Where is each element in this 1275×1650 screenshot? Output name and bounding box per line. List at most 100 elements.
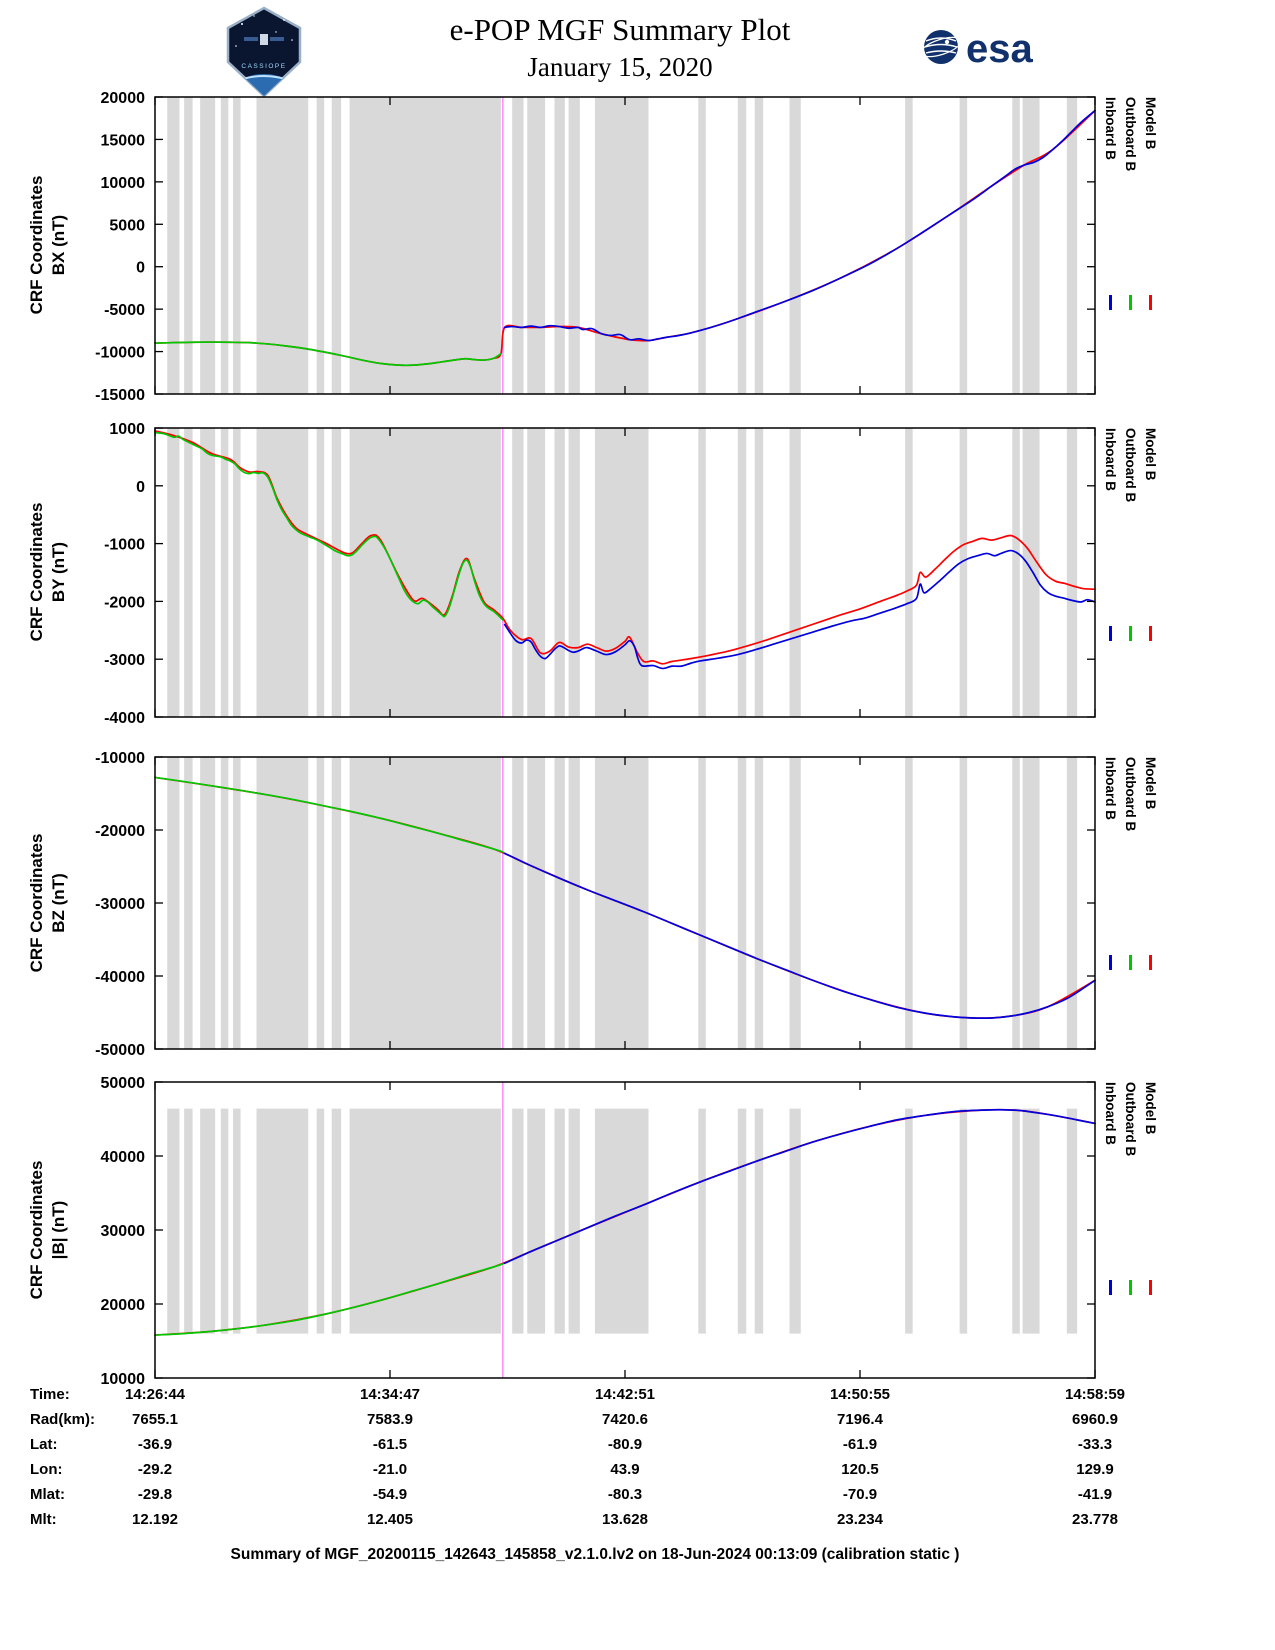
y-tick-label: -4000 xyxy=(104,710,145,727)
gap-band xyxy=(184,428,193,717)
panel-bz: CRF Coordinates BZ (nT) -10000 -20000 -300… xyxy=(0,743,1275,1063)
gap-band xyxy=(512,97,524,394)
gap-band xyxy=(512,1108,524,1334)
page-title: e-POP MGF Summary Plot January 15, 2020 xyxy=(320,12,920,83)
y-tick-label: -1000 xyxy=(104,537,145,554)
gap-band xyxy=(527,97,546,394)
table-cell: 12.192 xyxy=(132,1511,178,1528)
gap-band xyxy=(1012,1108,1020,1334)
gap-band xyxy=(754,1108,764,1334)
summary-caption: Summary of MGF_20200115_142643_145858_v2… xyxy=(230,1546,960,1563)
gap-band xyxy=(789,97,801,394)
gap-band xyxy=(200,757,216,1049)
table-cell: -29.2 xyxy=(137,1461,173,1478)
title-line2: January 15, 2020 xyxy=(527,52,713,82)
gap-band xyxy=(316,428,325,717)
table-row-label: Mlt: xyxy=(30,1511,57,1528)
gap-band xyxy=(1066,1108,1078,1334)
legend-item-model: Model B xyxy=(1143,757,1158,970)
gap-band xyxy=(594,428,649,717)
gap-band xyxy=(1022,1108,1040,1334)
table-cell: -21.0 xyxy=(372,1461,408,1478)
table-cell: 6960.9 xyxy=(1072,1411,1118,1428)
legend-swatch-model xyxy=(1149,295,1152,310)
gap-band xyxy=(331,757,342,1049)
gap-band xyxy=(698,1108,706,1334)
y-tick-label: 20000 xyxy=(101,90,146,107)
gap-band xyxy=(527,428,546,717)
y-tick-label: 40000 xyxy=(101,1149,146,1166)
table-row-label: Lat: xyxy=(30,1436,58,1453)
y-tick-label: -5000 xyxy=(104,302,145,319)
gap-band xyxy=(1022,757,1040,1049)
legend-swatch-outboard xyxy=(1129,955,1132,970)
gap-band xyxy=(167,428,180,717)
legend-swatch-outboard xyxy=(1129,295,1132,310)
gap-band xyxy=(698,757,706,1049)
table-cell: 43.9 xyxy=(610,1461,640,1478)
panel-by: CRF Coordinates BY (nT) 1000 0 -1000 -2000-… xyxy=(0,414,1275,731)
gap-band xyxy=(220,428,229,717)
gap-band xyxy=(959,428,968,717)
gap-band xyxy=(256,1108,309,1334)
gap-band xyxy=(698,428,706,717)
gap-band xyxy=(959,97,968,394)
panel-bx: CRF Coordinates BX (nT) 20000 15000 10000 5… xyxy=(0,83,1275,408)
legend-swatch-inboard xyxy=(1109,295,1112,310)
table-cell: -54.9 xyxy=(372,1486,408,1503)
table-row: Mlt: 12.192 12.405 13.628 23.234 23.778 xyxy=(0,1511,1190,1536)
y-tick-label: 10000 xyxy=(101,1371,146,1388)
table-row: Rad(km): 7655.1 7583.9 7420.6 7196.4 6960.9 xyxy=(0,1411,1190,1436)
table-cell: -29.8 xyxy=(137,1486,173,1503)
table-cell: 14:50:55 xyxy=(829,1386,891,1403)
gap-band xyxy=(256,757,309,1049)
gap-band xyxy=(349,97,501,394)
table-cell: -36.9 xyxy=(137,1436,173,1453)
table-cell: 14:26:44 xyxy=(124,1386,186,1403)
legend-swatch-model xyxy=(1149,626,1152,641)
table-cell: -70.9 xyxy=(842,1486,878,1503)
plot-by: 1000 0 -1000 -2000 -3000 -4000 xyxy=(104,421,1096,727)
gap-band xyxy=(568,428,580,717)
ephemeris-table: Time: 14:26:44 14:34:47 14:42:51 14:50:55 14:… xyxy=(0,1386,1190,1536)
gap-band xyxy=(568,757,580,1049)
gap-band xyxy=(905,428,913,717)
table-row-label: Time: xyxy=(30,1386,70,1403)
gap-band xyxy=(256,97,309,394)
plot-bmag: 50000 40000 30000 20000 10000 xyxy=(101,1075,1096,1388)
y-tick-label: 1000 xyxy=(109,421,145,438)
legend-swatch-outboard xyxy=(1129,626,1132,641)
gap-band xyxy=(220,97,229,394)
gap-band xyxy=(959,1108,968,1334)
table-cell: 7655.1 xyxy=(132,1411,178,1428)
y-tick-label: -20000 xyxy=(95,823,145,840)
gap-band xyxy=(527,1108,546,1334)
gap-band xyxy=(1066,757,1078,1049)
gap-band xyxy=(220,757,229,1049)
y-tick-label: -3000 xyxy=(104,652,145,669)
series-curve-inboard-b xyxy=(503,109,1096,342)
satellite-body xyxy=(260,34,268,45)
gap-band xyxy=(554,1108,565,1334)
gap-band xyxy=(568,97,580,394)
gap-band xyxy=(737,428,747,717)
gap-band xyxy=(1012,757,1020,1049)
gap-band xyxy=(233,428,241,717)
series-curve-outboard-b xyxy=(154,341,502,367)
series-curve-model-b xyxy=(154,430,1096,665)
legend-bz: Inboard B Outboard B Model B xyxy=(1103,757,1158,970)
gap-band xyxy=(1066,97,1078,394)
legend-swatch-outboard xyxy=(1129,1280,1132,1295)
gap-band xyxy=(905,97,913,394)
y-tick-label: -40000 xyxy=(95,969,145,986)
y-tick-label: -50000 xyxy=(95,1042,145,1059)
gap-band xyxy=(331,428,342,717)
esa-globe xyxy=(924,30,958,64)
y-tick-label: 30000 xyxy=(101,1223,146,1240)
legend-item-inboard: Inboard B xyxy=(1103,757,1118,970)
series-curve-outboard-b xyxy=(154,1263,504,1336)
gap-band xyxy=(754,428,764,717)
series-curve-outboard-b xyxy=(154,776,504,853)
y-tick-label: 20000 xyxy=(101,1297,146,1314)
gap-band xyxy=(568,1108,580,1334)
